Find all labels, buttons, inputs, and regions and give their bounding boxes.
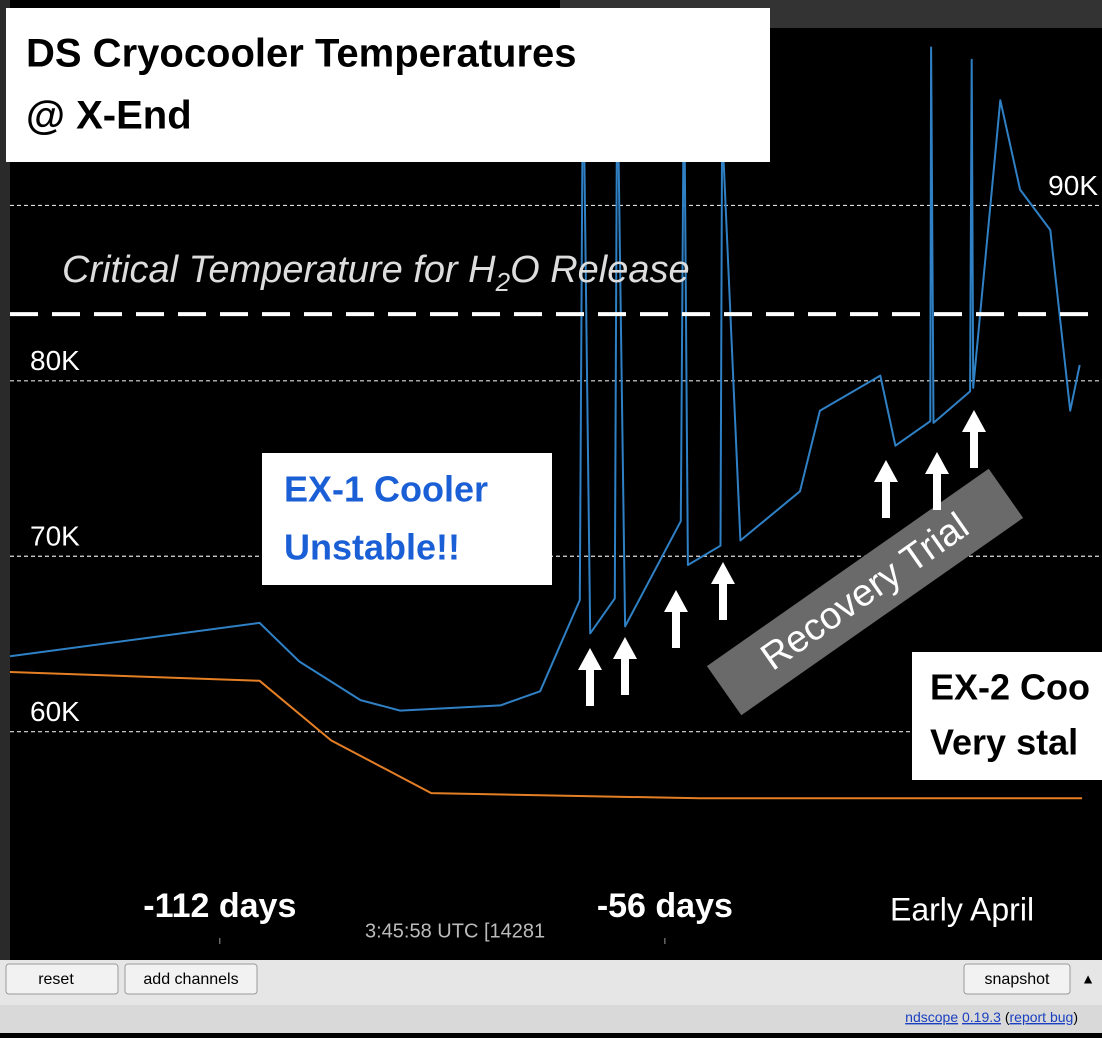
snapshot-button[interactable] — [963, 963, 1071, 995]
ex1-text: EX-1 Cooler — [284, 469, 488, 510]
threshold-label: Critical Temperature for H2O Release — [62, 249, 690, 297]
button-label: add channels — [143, 971, 238, 988]
version-link[interactable]: 0.19.3 — [962, 1009, 1001, 1025]
bug-link[interactable]: report bug — [1010, 1009, 1074, 1025]
y-tick-label: 60K — [30, 696, 80, 727]
x-tick-label: -56 days — [597, 887, 733, 925]
add-channels-button[interactable] — [124, 963, 258, 995]
y-tick-label: 70K — [30, 521, 80, 552]
window-edge — [0, 0, 10, 960]
plot — [10, 46, 1102, 800]
button-label: snapshot — [985, 971, 1050, 988]
ex2-text: EX-2 Coo — [930, 667, 1090, 708]
title-box — [6, 8, 770, 162]
ex2-text: Very stal — [930, 722, 1078, 763]
subscript: 2 — [495, 267, 511, 297]
period-label: Early April — [890, 891, 1034, 927]
ex1-text: Unstable!! — [284, 527, 460, 568]
ex1-box — [262, 453, 552, 585]
label-part: O Release — [510, 249, 690, 291]
paren: ) — [1073, 1009, 1078, 1025]
app-link[interactable]: ndscope — [905, 1009, 958, 1025]
reset-button[interactable] — [5, 963, 119, 995]
status-bar — [0, 1005, 1102, 1033]
chart-title: DS Cryocooler Temperatures — [26, 32, 577, 76]
x-tick-label: -112 days — [143, 887, 296, 925]
series-line — [10, 671, 1083, 800]
series-line — [10, 46, 1081, 712]
ex2-box — [912, 652, 1102, 780]
menu-button[interactable]: ▲ — [1081, 971, 1095, 987]
button-label: reset — [38, 971, 74, 988]
y-tick-label: 80K — [30, 345, 80, 376]
label-part: Critical Temperature for H — [62, 249, 496, 291]
timestamp: 3:45:58 UTC [14281 — [365, 920, 545, 942]
status-text: ndscope 0.19.3 (report bug) — [905, 1009, 1078, 1025]
y-tick-label: 90K — [1048, 170, 1098, 201]
paren: ( — [1005, 1009, 1010, 1025]
chart-title: @ X-End — [26, 94, 192, 138]
banner-bg — [706, 468, 1024, 716]
